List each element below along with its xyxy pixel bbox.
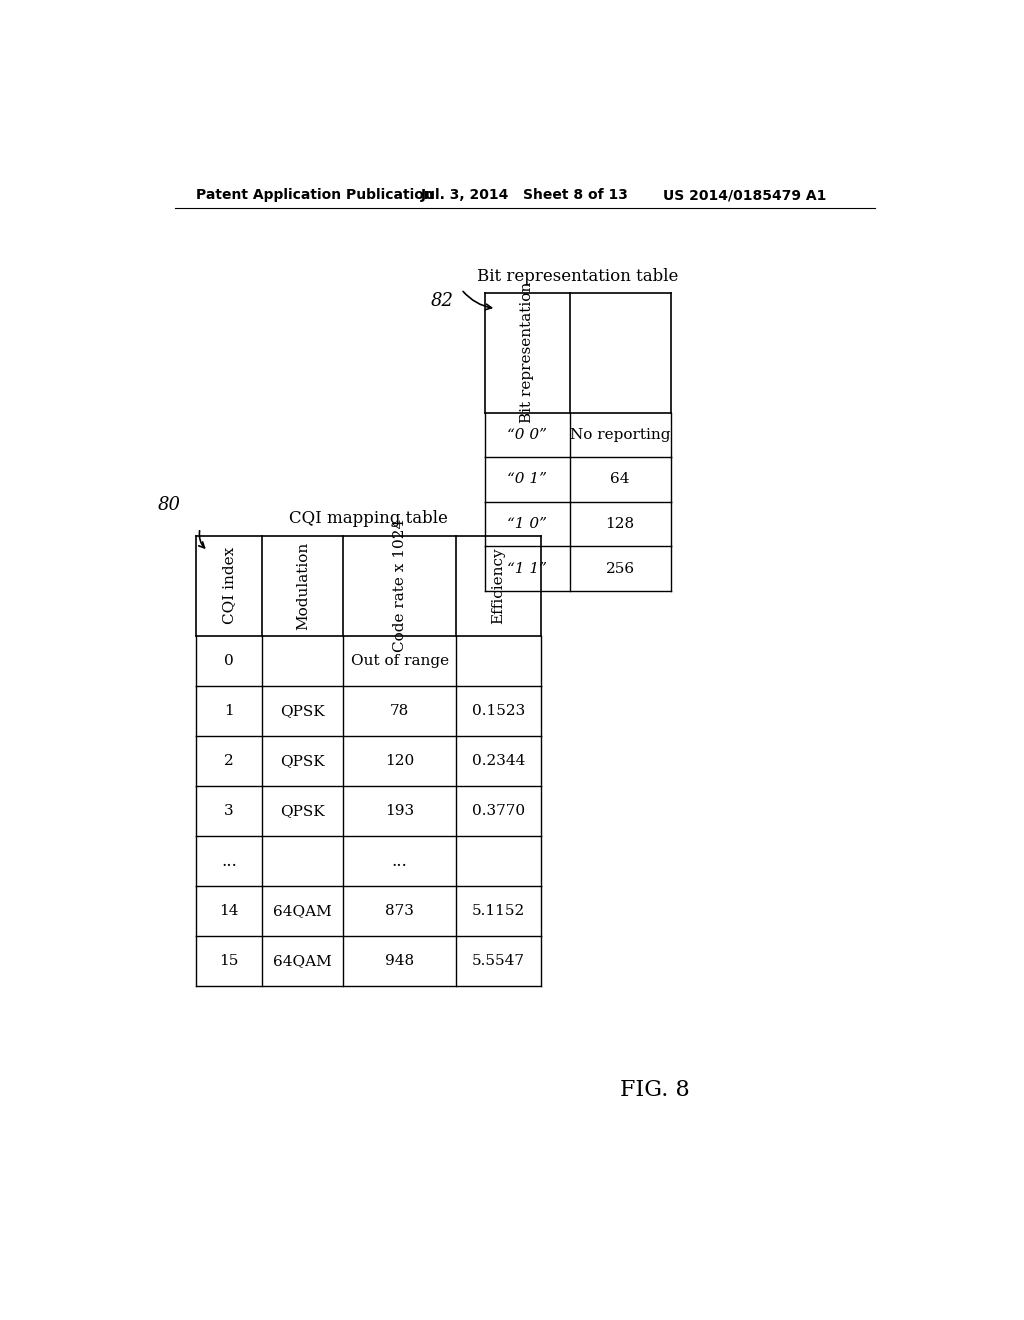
- Text: FIG. 8: FIG. 8: [621, 1080, 690, 1101]
- Text: “1 1”: “1 1”: [507, 562, 547, 576]
- Text: “1 0”: “1 0”: [507, 517, 547, 531]
- Text: “0 1”: “0 1”: [507, 473, 547, 487]
- Text: 0.2344: 0.2344: [472, 754, 525, 768]
- Text: US 2014/0185479 A1: US 2014/0185479 A1: [663, 189, 826, 202]
- Text: Sheet 8 of 13: Sheet 8 of 13: [523, 189, 628, 202]
- Text: 82: 82: [430, 292, 454, 310]
- Text: CQI mapping table: CQI mapping table: [289, 511, 449, 527]
- Text: Patent Application Publication: Patent Application Publication: [197, 189, 434, 202]
- Text: 64QAM: 64QAM: [273, 954, 332, 968]
- Text: 0.3770: 0.3770: [472, 804, 525, 818]
- Text: 3: 3: [224, 804, 233, 818]
- Text: QPSK: QPSK: [281, 754, 325, 768]
- Text: 2: 2: [224, 754, 234, 768]
- Text: No reporting: No reporting: [570, 428, 671, 442]
- Text: “0 0”: “0 0”: [507, 428, 547, 442]
- Text: ...: ...: [392, 853, 408, 870]
- Text: Bit representation: Bit representation: [520, 282, 535, 424]
- Text: 80: 80: [158, 496, 180, 513]
- Text: 193: 193: [385, 804, 414, 818]
- Text: 14: 14: [219, 904, 239, 919]
- Text: 256: 256: [605, 562, 635, 576]
- Text: Bit representation table: Bit representation table: [477, 268, 678, 285]
- Text: 15: 15: [219, 954, 239, 968]
- Text: Jul. 3, 2014: Jul. 3, 2014: [421, 189, 509, 202]
- Text: 120: 120: [385, 754, 415, 768]
- Text: 0.1523: 0.1523: [472, 704, 525, 718]
- Text: Modulation: Modulation: [296, 541, 310, 630]
- Text: 1: 1: [224, 704, 234, 718]
- Text: 64: 64: [610, 473, 630, 487]
- Text: 5.5547: 5.5547: [472, 954, 525, 968]
- Text: QPSK: QPSK: [281, 804, 325, 818]
- Text: Efficiency: Efficiency: [492, 548, 506, 624]
- Text: 873: 873: [385, 904, 414, 919]
- Text: QPSK: QPSK: [281, 704, 325, 718]
- Text: 0: 0: [224, 653, 234, 668]
- Text: 78: 78: [390, 704, 410, 718]
- Text: ...: ...: [221, 853, 237, 870]
- Text: Code rate x 1024: Code rate x 1024: [392, 519, 407, 652]
- Text: 128: 128: [605, 517, 635, 531]
- Text: 5.1152: 5.1152: [472, 904, 525, 919]
- Text: 64QAM: 64QAM: [273, 904, 332, 919]
- Text: CQI index: CQI index: [222, 546, 237, 624]
- Text: 948: 948: [385, 954, 414, 968]
- Text: Out of range: Out of range: [350, 653, 449, 668]
